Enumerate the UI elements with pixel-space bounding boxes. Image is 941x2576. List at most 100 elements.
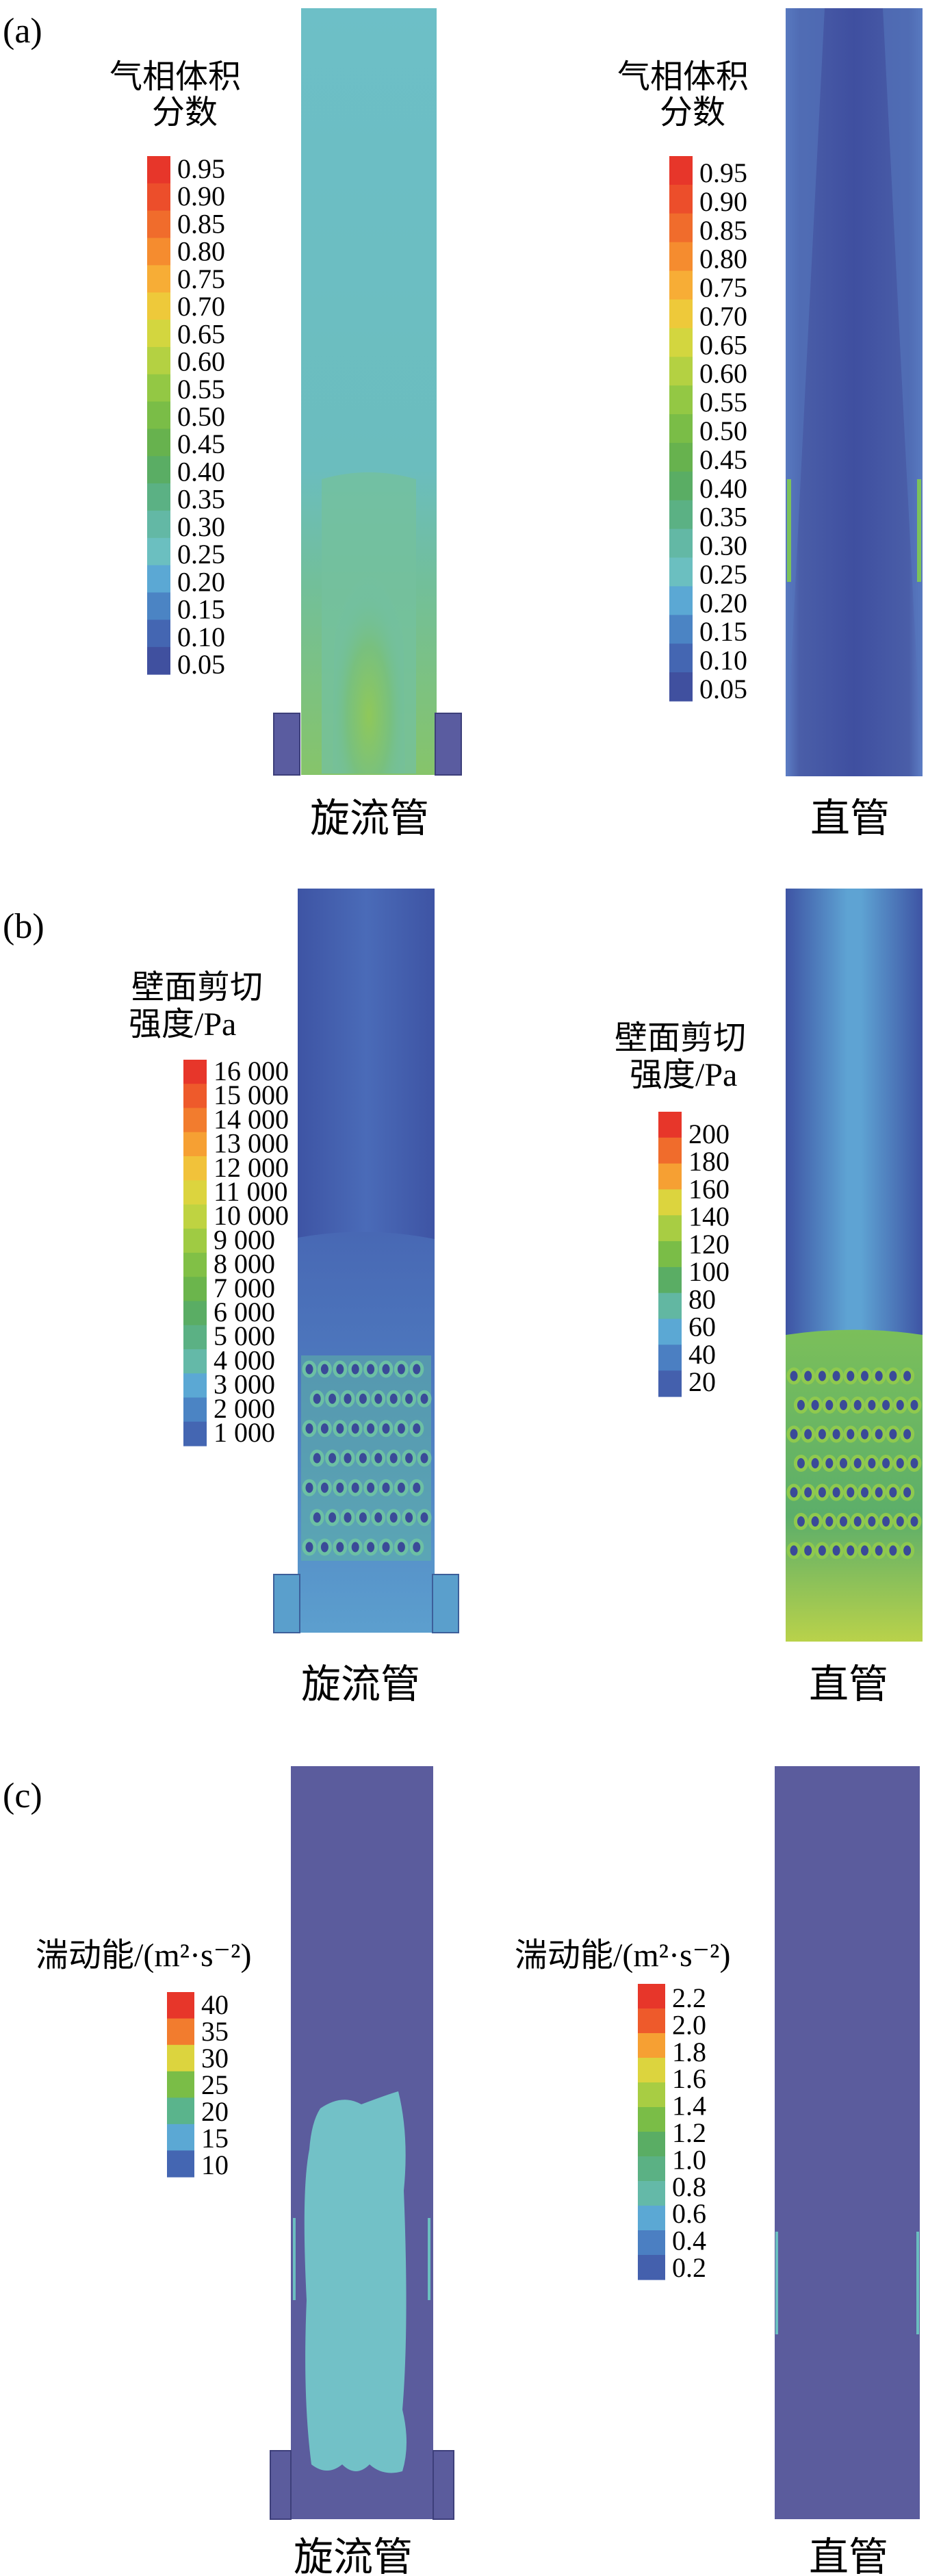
legend-title-line-1: 壁面剪切 xyxy=(131,969,263,1006)
color-bar-tick-label: 40 xyxy=(688,1339,716,1370)
tube-hole xyxy=(378,1360,394,1378)
color-bar-tick-label: 0.2 xyxy=(672,2252,706,2283)
color-bar-segment xyxy=(183,1397,207,1423)
straight-tube-wall-shear xyxy=(786,889,923,1642)
color-bar-segment xyxy=(167,2045,194,2072)
color-bar-tick-label: 25 xyxy=(201,2069,229,2100)
color-bar-segment xyxy=(147,483,170,511)
color-bar-segment xyxy=(669,299,693,329)
tube-hole xyxy=(386,1390,401,1407)
tube-hole xyxy=(836,1397,851,1414)
color-bar-segment xyxy=(669,242,693,272)
color-bar-segment xyxy=(147,265,170,293)
color-bar-tick-label: 1.6 xyxy=(672,2063,706,2094)
straight-tube-gas-fraction xyxy=(786,8,923,776)
color-bar-segment xyxy=(183,1421,207,1446)
tube-hole xyxy=(886,1425,901,1443)
color-bar-segment xyxy=(669,385,693,415)
color-bar-segment xyxy=(638,1984,665,2009)
color-bar-segment xyxy=(147,374,170,403)
color-bar-tick-label: 100 xyxy=(688,1256,730,1287)
color-bar-segment xyxy=(183,1301,207,1326)
legend-title-line-2: 强度/Pa xyxy=(129,1006,236,1043)
color-bar-segment xyxy=(183,1132,207,1157)
tube-hole xyxy=(801,1542,816,1559)
tube-hole xyxy=(333,1479,348,1496)
tube-hole xyxy=(378,1479,394,1496)
color-bar-tick-label: 0.30 xyxy=(177,511,225,542)
color-bar-segment xyxy=(183,1228,207,1253)
color-bar-tick-label: 180 xyxy=(688,1146,730,1177)
color-bar-tick-label: 0.25 xyxy=(177,539,225,570)
color-bar-tick-label: 16 000 xyxy=(214,1056,289,1086)
color-bar-segment xyxy=(638,2058,665,2083)
legend-title-line-2: 强度/Pa xyxy=(630,1057,737,1093)
tube-hole xyxy=(892,1513,907,1530)
color-bar-segment xyxy=(658,1215,682,1242)
tube-hole xyxy=(801,1367,816,1385)
tube-hole xyxy=(394,1538,409,1556)
legend-title: 湍动能/(m²·s⁻²) xyxy=(36,1937,251,1974)
tube-hole xyxy=(793,1513,808,1530)
color-bar-tick-label: 140 xyxy=(688,1201,730,1232)
color-bar-tick-label: 0.45 xyxy=(699,444,747,475)
color-bar-segment xyxy=(658,1137,682,1164)
tube-hole xyxy=(864,1513,879,1530)
tube-hole xyxy=(363,1420,378,1438)
panel-label-c: (c) xyxy=(3,1776,42,1815)
tube-hole xyxy=(907,1455,922,1472)
color-bar-segment xyxy=(147,210,170,239)
color-bar-segment xyxy=(658,1318,682,1345)
tube-hole xyxy=(808,1397,823,1414)
panel-label-a: (a) xyxy=(3,12,42,51)
color-bar-segment xyxy=(183,1253,207,1277)
color-bar-tick-label: 15 000 xyxy=(214,1080,289,1110)
color-bar xyxy=(669,156,693,702)
color-bar xyxy=(183,1060,207,1446)
color-bar-segment xyxy=(638,2033,665,2058)
legend-c-right: 湍动能/(m²·s⁻²) 2.22.01.81.61.41.21.00.80.6… xyxy=(515,1937,730,2283)
color-bar-tick-label: 0.65 xyxy=(699,329,747,360)
color-bar-tick-label: 10 000 xyxy=(214,1200,289,1231)
color-bar-tick-label: 0.80 xyxy=(699,244,747,275)
color-bar-tick-label: 0.20 xyxy=(177,566,225,597)
color-bar-segment xyxy=(669,471,693,501)
color-bar-segment xyxy=(147,647,170,675)
tube-hole xyxy=(302,1420,317,1438)
tube-hole xyxy=(333,1538,348,1556)
color-bar-tick-label: 0.80 xyxy=(177,236,225,267)
tube-hole xyxy=(814,1425,829,1443)
color-bar-tick-label: 0.70 xyxy=(699,301,747,331)
color-bar-segment xyxy=(638,2206,665,2231)
color-bar-segment xyxy=(638,2181,665,2206)
color-bar-tick-label: 0.8 xyxy=(672,2171,706,2202)
color-bar-tick-label: 60 xyxy=(688,1312,716,1342)
color-bar-segment xyxy=(669,557,693,587)
tube-hole xyxy=(786,1425,801,1443)
tube-hole xyxy=(900,1542,915,1559)
color-bar-tick-label: 20 xyxy=(201,2096,229,2127)
color-bar-segment xyxy=(183,1373,207,1399)
color-bar-tick-label: 1.4 xyxy=(672,2091,706,2121)
color-bar-tick-label: 120 xyxy=(688,1229,730,1260)
color-bar-segment xyxy=(183,1060,207,1084)
straight-tube-turbulent-kinetic-energy xyxy=(775,1766,920,2519)
tube-hole xyxy=(829,1367,844,1385)
color-bar-tick-label: 13 000 xyxy=(214,1128,289,1159)
tube-hole xyxy=(850,1513,865,1530)
tube-hole xyxy=(814,1483,829,1501)
tube-hole xyxy=(386,1509,401,1527)
color-bar-segment xyxy=(183,1277,207,1302)
tube-hole xyxy=(417,1449,432,1467)
color-bar-tick-label: 4 000 xyxy=(214,1344,275,1375)
color-bar-segment xyxy=(669,357,693,386)
caption-straight-tube: 直管 xyxy=(810,796,890,841)
color-bar-segment xyxy=(147,537,170,566)
color-bar-segment xyxy=(183,1180,207,1206)
color-bar-segment xyxy=(658,1241,682,1268)
tube-hole xyxy=(409,1420,424,1438)
color-bar-tick-label: 1.8 xyxy=(672,2037,706,2067)
caption-swirl-tube: 旋流管 xyxy=(310,796,429,841)
